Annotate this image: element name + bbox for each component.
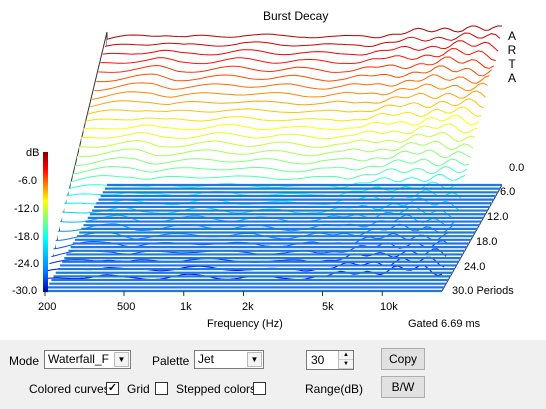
chevron-down-icon: ▼ xyxy=(114,352,129,367)
colored-curves-label: Colored curves xyxy=(29,382,110,396)
decay-curve xyxy=(72,158,469,175)
grid-checkbox[interactable] xyxy=(155,382,168,395)
gate-note: Gated 6.69 ms xyxy=(408,318,481,330)
bw-button[interactable]: B/W xyxy=(381,376,425,398)
range-spinbox[interactable]: 30 ▲ ▼ xyxy=(306,350,354,370)
colorbar-unit-label: dB xyxy=(26,147,40,159)
colorbar-tick-label: -12.0 xyxy=(14,203,40,215)
mode-select[interactable]: Waterfall_F ▼ xyxy=(44,350,131,369)
colorbar-tick-label: -18.0 xyxy=(14,231,40,243)
chevron-down-icon: ▼ xyxy=(247,352,262,367)
depth-tick-label: 30.0 Periods xyxy=(452,285,514,297)
decay-curve xyxy=(102,40,499,56)
decay-curve xyxy=(100,47,496,65)
decay-curve xyxy=(94,74,490,92)
colorbar-tick-label: -6.0 xyxy=(18,175,37,187)
stepped-colors-label: Stepped colors xyxy=(176,382,257,396)
spin-down-icon[interactable]: ▼ xyxy=(339,360,353,369)
mode-label: Mode xyxy=(9,354,40,368)
decay-curve xyxy=(77,140,474,158)
decay-curve xyxy=(74,149,472,167)
depth-tick-label: 0.0 xyxy=(509,162,525,174)
x-tick-label: 500 xyxy=(117,301,136,313)
decay-curve xyxy=(106,25,502,40)
colorbar xyxy=(43,152,48,292)
waterfall-plot-area: Burst Decay A R T A dB -6.0 -12.0 -18.0 … xyxy=(0,0,546,340)
waterfall-floor xyxy=(45,183,502,293)
x-tick-label: 10k xyxy=(380,301,398,313)
palette-label: Palette xyxy=(152,354,190,368)
colored-curves-checkbox[interactable]: ✓ xyxy=(106,382,119,395)
x-tick-label: 5k xyxy=(322,301,334,313)
depth-tick-label: 18.0 xyxy=(476,236,498,248)
control-panel: Mode Waterfall_F ▼ Palette Jet ▼ 30 ▲ ▼ … xyxy=(0,340,546,409)
depth-tick-label: 6.0 xyxy=(500,186,516,198)
x-tick-label: 1k xyxy=(180,301,192,313)
axis-ticks xyxy=(44,291,383,296)
decay-curve xyxy=(104,32,501,48)
decay-curve xyxy=(89,90,486,108)
x-tick-label: 200 xyxy=(38,301,57,313)
chart-title: Burst Decay xyxy=(263,9,329,23)
stepped-colors-checkbox[interactable] xyxy=(253,382,266,395)
decay-curve xyxy=(87,98,484,115)
waterfall-chart xyxy=(43,25,503,296)
spin-up-icon[interactable]: ▲ xyxy=(339,351,353,360)
colorbar-tick-label: -24.0 xyxy=(14,258,40,270)
range-label: Range(dB) xyxy=(305,382,364,396)
copy-button[interactable]: Copy xyxy=(381,348,425,370)
x-tick-label: 2k xyxy=(242,301,254,313)
x-axis-title: Frequency (Hz) xyxy=(207,318,283,330)
colorbar-tick-label: -30.0 xyxy=(12,285,38,297)
grid-label: Grid xyxy=(127,382,150,396)
decay-curve xyxy=(98,56,494,73)
decay-curve xyxy=(83,114,480,131)
decay-curve xyxy=(70,166,468,183)
decay-curve xyxy=(96,65,493,83)
palette-select[interactable]: Jet ▼ xyxy=(194,350,264,369)
decay-curve xyxy=(85,106,482,122)
checkmark-icon: ✓ xyxy=(107,382,118,394)
decay-curve xyxy=(91,82,488,100)
arta-logo-text: A R T A xyxy=(507,29,517,85)
decay-curve xyxy=(79,132,476,148)
depth-tick-label: 24.0 xyxy=(464,261,486,273)
depth-tick-label: 12.0 xyxy=(487,211,509,223)
decay-curve xyxy=(81,123,478,140)
